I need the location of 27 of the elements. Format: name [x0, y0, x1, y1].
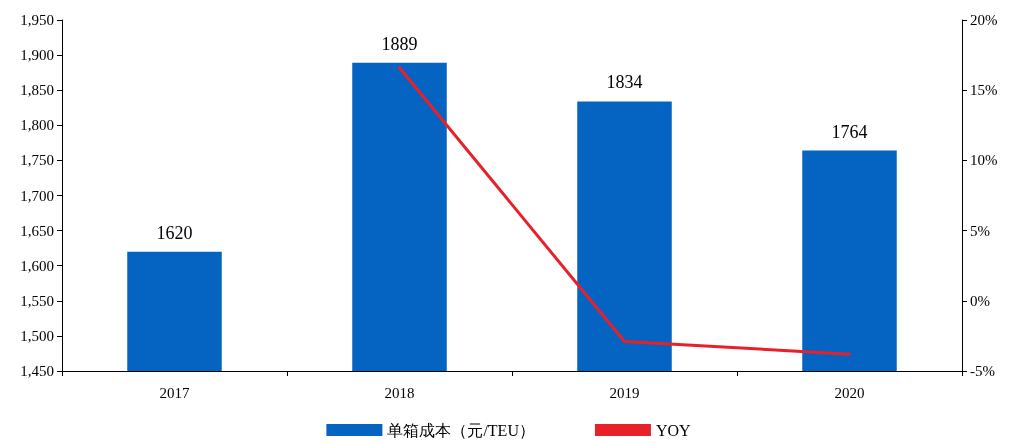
y-tick-label: 1,900 — [20, 47, 54, 64]
data-label: 1889 — [381, 33, 418, 54]
data-label: 1620 — [156, 222, 193, 243]
data-label: 1834 — [606, 72, 643, 93]
x-tick-label: 2017 — [159, 384, 190, 401]
y-tick-label: 1,650 — [20, 222, 54, 239]
data-label: 1764 — [831, 121, 868, 142]
x-tick-label: 2018 — [384, 384, 415, 401]
y-tick-label: 1,450 — [20, 363, 54, 379]
y2-tick-label: 5% — [970, 222, 990, 239]
y-tick-label: 1,700 — [20, 187, 54, 204]
y-tick-label: 1,500 — [20, 327, 54, 344]
y-tick-label: 1,950 — [20, 12, 54, 28]
y2-tick-label: 15% — [970, 82, 998, 99]
y-tick-label: 1,850 — [20, 82, 54, 99]
y-tick-label: 1,800 — [20, 117, 54, 134]
legend-label: 单箱成本（元/TEU） — [387, 421, 535, 439]
y-tick-label: 1,600 — [20, 257, 54, 274]
y2-tick-label: 20% — [970, 12, 998, 28]
y-tick-label: 1,750 — [20, 152, 54, 169]
y2-tick-label: -5% — [970, 363, 995, 379]
x-tick-label: 2019 — [609, 384, 640, 401]
y2-tick-label: 0% — [970, 292, 990, 309]
y-tick-label: 1,550 — [20, 292, 54, 309]
x-tick-label: 2020 — [834, 384, 865, 401]
legend-label: YOY — [655, 421, 692, 439]
y2-tick-label: 10% — [970, 152, 998, 169]
